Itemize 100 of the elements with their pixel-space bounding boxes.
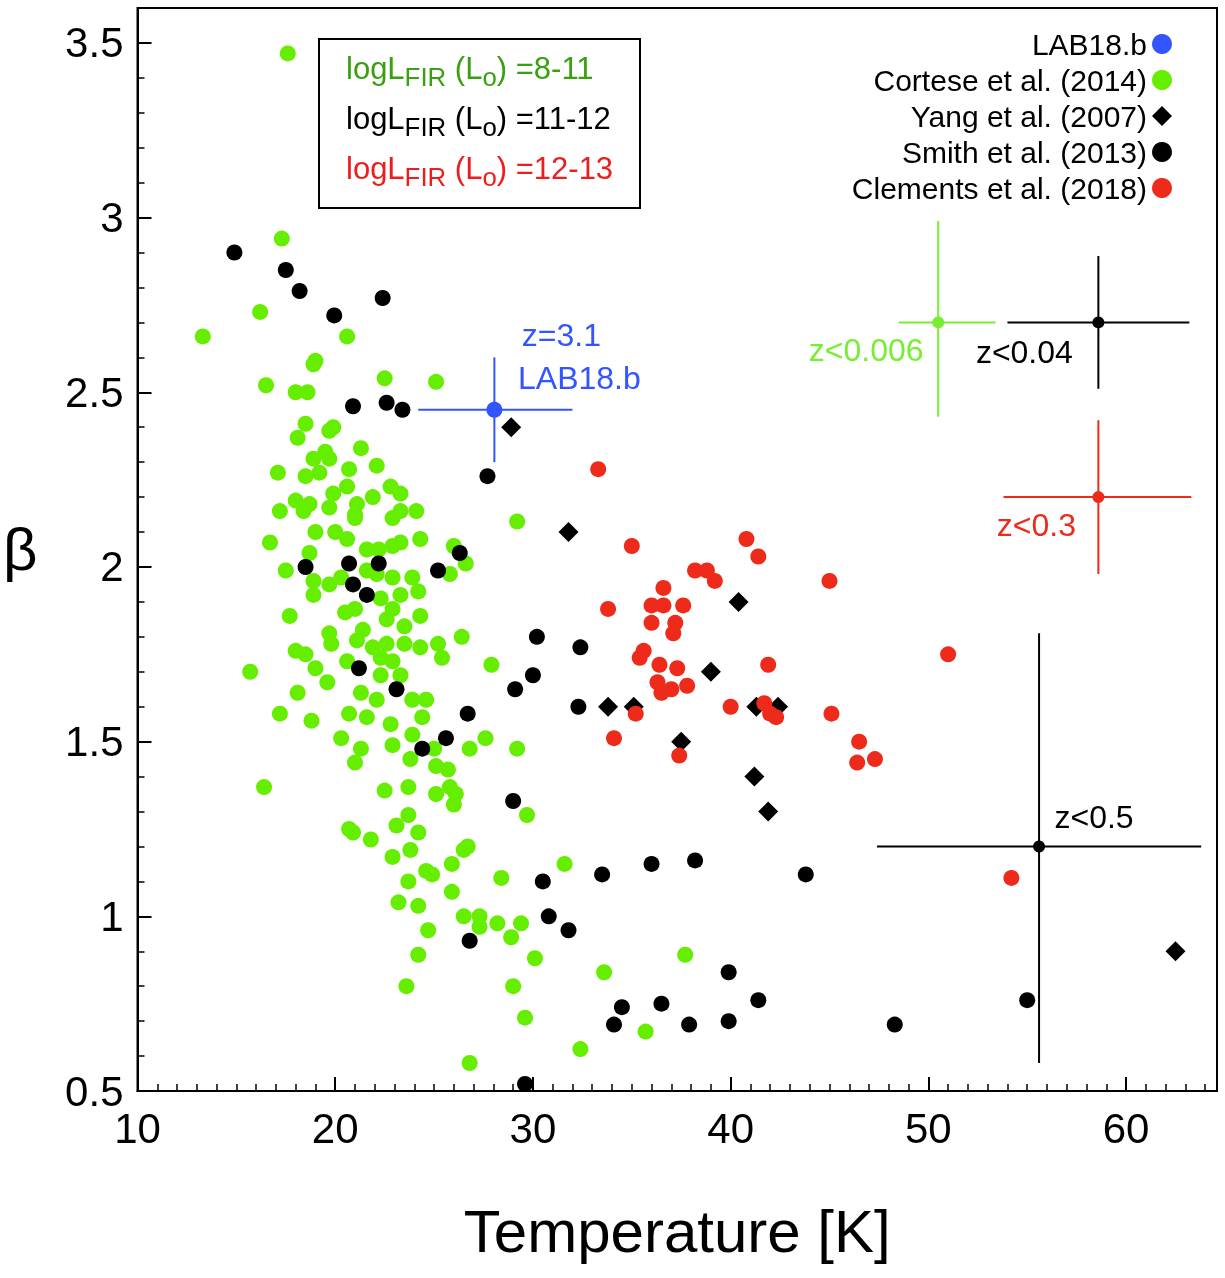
point (1003, 869, 1020, 886)
point (600, 600, 617, 617)
point (700, 661, 721, 682)
annotation: logL$_{FIR}$ (L$_{o}$) =11-12 (346, 100, 612, 144)
legend-label: Smith et al. (2013) (901, 135, 1147, 169)
point (665, 625, 682, 642)
point (345, 398, 362, 415)
point (414, 740, 431, 757)
point (374, 289, 391, 306)
point (653, 995, 670, 1012)
point (651, 656, 668, 673)
y-tick-label: 0.5 (65, 1067, 124, 1115)
annotation: logL$_{FIR}$ (L$_{o}$) =8-11 (346, 50, 595, 94)
point (720, 1013, 737, 1030)
point (655, 597, 672, 614)
point (631, 649, 648, 666)
annotation: z<0.04 (975, 334, 1073, 371)
point (750, 992, 767, 1009)
y-tick-label: 2 (100, 543, 124, 591)
point (653, 684, 670, 701)
annotation: z<0.006 (808, 332, 924, 369)
point (623, 538, 640, 554)
y-axis-title: β (3, 516, 38, 583)
point (750, 548, 767, 565)
point (760, 656, 777, 673)
point (226, 244, 243, 261)
point (524, 667, 541, 684)
point (1033, 840, 1046, 853)
legend-label: Cortese et al. (2014) (873, 63, 1147, 97)
point (681, 1016, 698, 1033)
point (594, 866, 611, 883)
point (849, 754, 866, 771)
y-tick-label: 1 (100, 892, 124, 940)
point (501, 417, 522, 438)
point (738, 531, 755, 548)
point (459, 705, 476, 722)
y-tick-label: 3 (100, 194, 124, 242)
point (1092, 316, 1105, 329)
point (655, 579, 672, 596)
point (297, 558, 314, 575)
y-tick-label: 1.5 (65, 718, 124, 766)
point (606, 730, 622, 747)
point (1165, 941, 1186, 962)
point (378, 394, 395, 411)
annotation: z<0.5 (1054, 799, 1134, 836)
point (643, 614, 660, 631)
point (722, 698, 739, 715)
legend-label: Clements et al. (2018) (851, 171, 1147, 205)
point (744, 766, 765, 787)
point (940, 646, 957, 663)
point (643, 855, 660, 872)
point (358, 586, 375, 603)
point (345, 576, 362, 593)
x-tick-label: 30 (509, 1104, 557, 1152)
point (570, 698, 587, 715)
point (486, 401, 503, 418)
x-tick-label: 50 (904, 1104, 952, 1152)
y-tick-label: 3.5 (65, 19, 124, 67)
point (671, 747, 688, 764)
point (560, 922, 577, 939)
point (728, 591, 749, 612)
point (627, 705, 644, 722)
x-axis-title: Temperature [K] (463, 1197, 891, 1265)
point (613, 999, 630, 1016)
legend-label: LAB18.b (1031, 27, 1147, 61)
point (720, 964, 737, 981)
point (821, 572, 838, 589)
point (540, 908, 557, 925)
point (851, 733, 868, 750)
x-tick-label: 20 (311, 1104, 359, 1152)
point (507, 681, 524, 698)
point (886, 1016, 903, 1033)
point (534, 873, 551, 890)
y-tick-label: 2.5 (65, 368, 124, 416)
point (388, 681, 405, 698)
point (394, 401, 411, 418)
annotation: LAB18.b (517, 359, 641, 396)
point (277, 262, 294, 279)
point (326, 307, 343, 324)
point (291, 282, 308, 299)
point (505, 793, 522, 810)
x-tick-label: 40 (707, 1104, 754, 1152)
point (679, 677, 696, 694)
point (932, 316, 945, 329)
point (866, 751, 883, 768)
point (461, 932, 478, 949)
legend-label: Yang et al. (2007) (910, 99, 1147, 133)
framed-note: logL$_{FIR}$ (L$_{o}$) =8-11 logL$_{FIR}$ (L$_{o}$) =11-12 logL$_{FIR}$ (L$_{o}$) =12-13 (318, 38, 642, 209)
point (797, 866, 814, 883)
point (479, 468, 496, 485)
point (758, 801, 779, 822)
point (669, 660, 686, 677)
point (671, 731, 692, 752)
point (823, 705, 840, 722)
point (341, 555, 358, 572)
point (430, 562, 447, 579)
annotation: z<0.3 (996, 507, 1076, 544)
point (528, 628, 545, 645)
point (606, 1016, 622, 1033)
point (1019, 992, 1036, 1009)
